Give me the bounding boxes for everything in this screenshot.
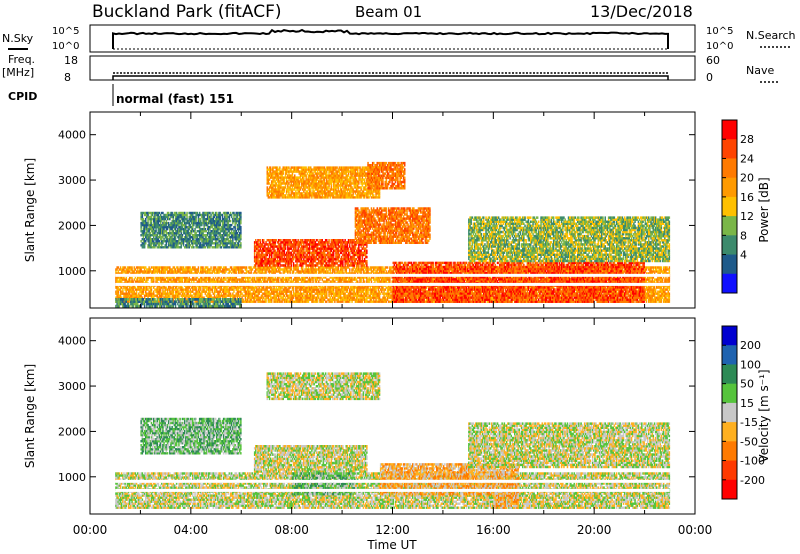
date-label: 13/Dec/2018 — [590, 2, 693, 21]
heatmap-cell — [173, 291, 175, 293]
heatmap-cell — [326, 291, 328, 293]
heatmap-cell — [360, 278, 362, 280]
heatmap-cell — [198, 266, 200, 268]
site-title: Buckland Park (fitACF) — [92, 2, 282, 22]
cpid-label: CPID — [8, 90, 37, 103]
nave-label: Nave — [746, 64, 774, 77]
nave-tick-low: 0 — [706, 71, 713, 84]
heatmap-cell — [246, 266, 248, 268]
heatmap-cell — [367, 291, 369, 293]
heatmap-cell — [319, 278, 321, 280]
heatmap-cell — [278, 278, 280, 280]
freq-unit-label: [MHz] — [2, 66, 34, 79]
heatmap-cell — [153, 291, 155, 293]
heatmap-cell — [143, 291, 145, 293]
heatmap-cell — [349, 268, 351, 270]
heatmap-cell — [233, 291, 235, 293]
nave-tick-high: 60 — [706, 54, 720, 67]
cpid-value: normal (fast) 151 — [116, 92, 234, 106]
nsky-series-line — [113, 30, 668, 49]
heatmap-cell — [131, 266, 133, 268]
nsky-tick-high: 10^5 — [52, 26, 79, 37]
nsearch-label: N.Search — [746, 29, 796, 42]
freq-series-line — [113, 76, 668, 80]
freq-tick-low: 8 — [64, 71, 71, 84]
nsky-panel-frame — [90, 25, 695, 52]
nsky-tick-low: 10^0 — [52, 41, 79, 52]
heatmap-cell — [389, 278, 391, 280]
heatmap-cell — [147, 278, 149, 280]
heatmap-cell — [182, 278, 184, 280]
heatmap-cell — [210, 266, 212, 268]
power-heatmap — [115, 162, 670, 308]
heatmap-cell — [387, 266, 389, 268]
nsearch-tick-low: 10^0 — [706, 41, 733, 52]
heatmap-cell — [136, 291, 138, 293]
nsearch-tick-high: 10^5 — [706, 26, 733, 37]
freq-label: Freq. — [8, 53, 35, 66]
heatmap-cell — [153, 278, 155, 280]
heatmap-cell — [371, 278, 373, 280]
heatmap-cell — [312, 278, 314, 280]
heatmap-cell — [209, 291, 211, 293]
freq-tick-high: 18 — [64, 54, 78, 67]
nsky-label: N.Sky — [2, 32, 34, 45]
beam-label: Beam 01 — [355, 3, 422, 21]
heatmap-cell — [291, 291, 293, 293]
heatmap-cell — [364, 280, 366, 282]
heatmap-cell — [118, 291, 120, 293]
